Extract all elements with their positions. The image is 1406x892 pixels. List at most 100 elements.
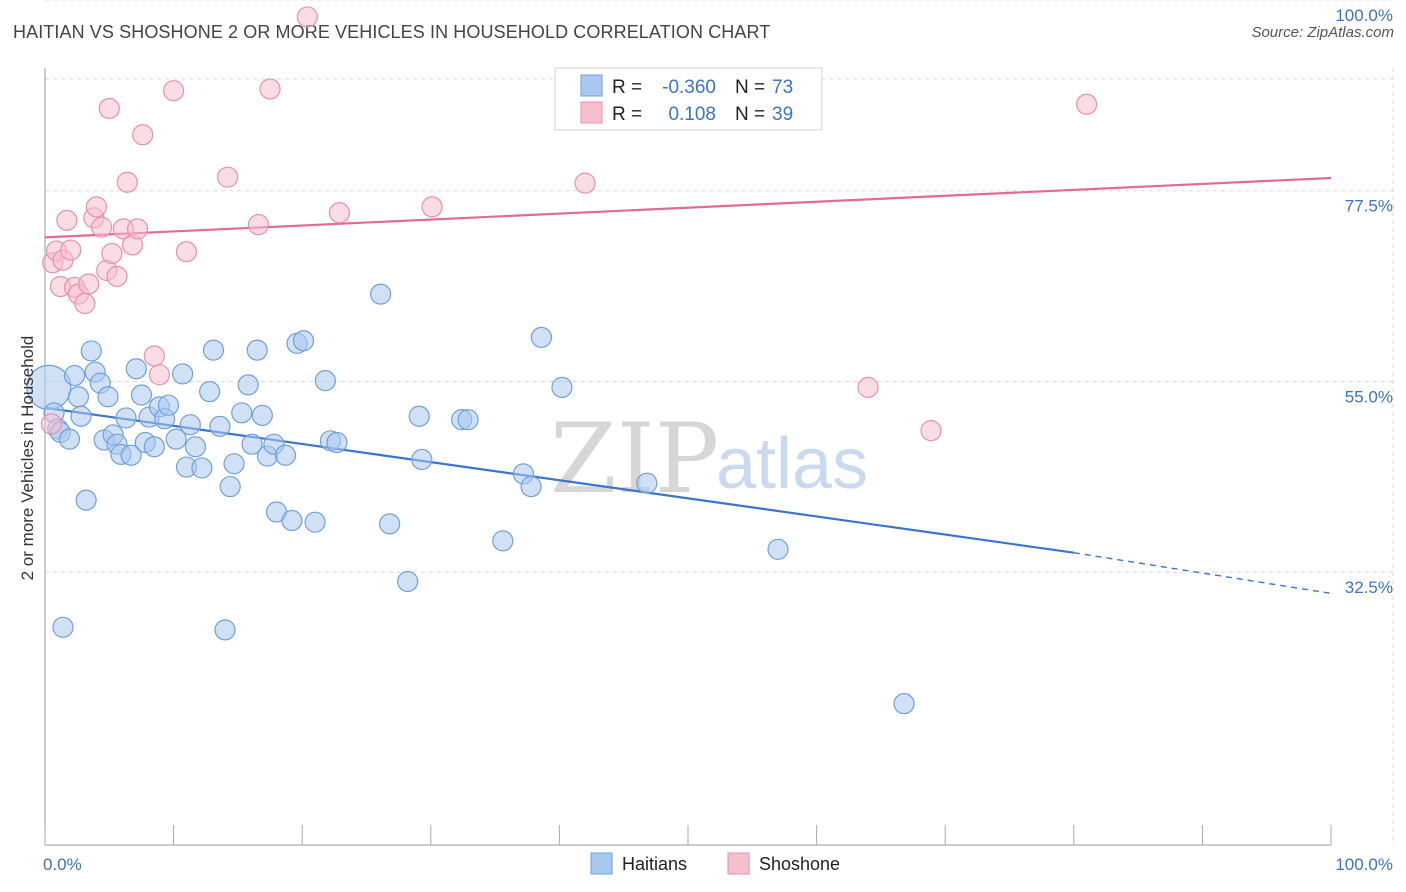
watermark-zip: ZIP <box>550 403 719 515</box>
point-shoshone <box>857 376 879 398</box>
point-shoshone <box>116 171 138 193</box>
point-haitians <box>223 453 245 475</box>
series-legend-swatch-haitians <box>590 852 613 875</box>
point-shoshone <box>217 166 239 188</box>
legend-n-value-shoshone: 39 <box>772 104 793 125</box>
point-haitians <box>314 370 336 392</box>
legend-r-label-haitians: R = <box>612 77 642 98</box>
y-tick-label: 55.0% <box>1345 387 1393 406</box>
x-ticks <box>44 825 1332 845</box>
trend-line-shoshone <box>44 176 1332 239</box>
point-shoshone <box>259 78 281 100</box>
point-haitians <box>246 339 268 361</box>
point-haitians <box>165 428 187 450</box>
source-label: Source: ZipAtlas.com <box>1251 24 1394 41</box>
point-shoshone <box>56 209 78 232</box>
legend-n-label-shoshone: N = <box>735 104 765 125</box>
trend-line-haitians-extension <box>1073 552 1332 595</box>
data-points <box>26 6 1098 715</box>
point-haitians <box>184 436 207 458</box>
legend-swatch-shoshone <box>580 101 603 124</box>
point-haitians <box>636 472 658 494</box>
point-haitians <box>219 475 241 498</box>
point-haitians <box>231 402 253 424</box>
legend-swatch-haitians <box>580 74 603 97</box>
point-haitians <box>67 386 90 408</box>
point-shoshone <box>126 218 149 240</box>
point-haitians <box>97 386 119 408</box>
point-shoshone <box>247 214 270 236</box>
point-shoshone <box>74 292 96 315</box>
point-haitians <box>202 339 225 361</box>
point-haitians <box>292 330 315 352</box>
point-shoshone <box>132 124 154 146</box>
point-haitians <box>80 340 102 362</box>
point-shoshone <box>328 202 351 224</box>
point-haitians <box>125 358 147 380</box>
point-shoshone <box>90 216 113 238</box>
y-tick-label: 77.5% <box>1345 197 1393 216</box>
point-haitians <box>70 405 92 427</box>
point-shoshone <box>574 172 596 194</box>
point-haitians <box>179 414 201 436</box>
point-shoshone <box>98 97 120 120</box>
legend-r-value-haitians: -0.360 <box>662 77 716 98</box>
series-legend-label-haitians: Haitians <box>622 854 687 874</box>
point-haitians <box>379 513 401 535</box>
point-shoshone <box>1076 93 1098 115</box>
point-shoshone <box>60 239 82 261</box>
legend-r-value-shoshone: 0.108 <box>668 104 716 125</box>
y-tick-label: 32.5% <box>1345 578 1393 597</box>
point-haitians <box>209 415 231 437</box>
point-haitians <box>281 509 303 532</box>
point-haitians <box>492 530 514 552</box>
point-haitians <box>58 428 81 450</box>
point-shoshone <box>163 80 185 102</box>
point-shoshone <box>106 265 128 287</box>
point-haitians <box>172 363 194 385</box>
series-legend-label-shoshone: Shoshone <box>759 854 840 874</box>
legend-n-value-haitians: 73 <box>772 77 793 98</box>
point-haitians <box>143 436 165 458</box>
x-tick-label-max: 100.0% <box>1335 855 1393 874</box>
point-haitians <box>214 619 236 641</box>
point-haitians <box>52 616 74 638</box>
point-haitians <box>326 431 348 454</box>
point-haitians <box>251 404 273 426</box>
point-shoshone <box>78 273 100 295</box>
point-haitians <box>411 448 433 471</box>
point-haitians <box>130 384 153 406</box>
point-shoshone <box>175 241 198 263</box>
point-shoshone <box>148 364 171 386</box>
point-haitians <box>408 405 430 427</box>
point-haitians <box>457 409 479 431</box>
x-tick-label-min: 0.0% <box>43 855 82 874</box>
legend-r-label-shoshone: R = <box>612 104 642 125</box>
point-haitians <box>237 374 259 396</box>
point-haitians <box>893 692 915 715</box>
point-haitians <box>191 457 213 479</box>
point-shoshone <box>296 6 318 28</box>
stats-legend: R = -0.360 N = 73 R = 0.108 N = 39 <box>554 67 823 131</box>
point-haitians <box>520 475 542 498</box>
point-haitians <box>274 444 297 466</box>
point-shoshone <box>143 345 165 367</box>
series-legend-swatch-shoshone <box>727 852 750 875</box>
chart-title: HAITIAN VS SHOSHONE 2 OR MORE VEHICLES I… <box>13 22 771 42</box>
point-shoshone <box>920 420 942 442</box>
series-legend: Haitians Shoshone <box>590 852 840 875</box>
point-haitians <box>397 570 419 593</box>
point-haitians <box>370 283 392 305</box>
point-haitians <box>157 394 180 416</box>
point-shoshone <box>101 242 123 265</box>
y-axis-title: 2 or more Vehicles in Household <box>18 336 37 581</box>
legend-n-label-haitians: N = <box>735 77 765 98</box>
point-haitians <box>75 489 97 511</box>
point-haitians <box>115 407 137 429</box>
point-haitians <box>304 511 326 533</box>
point-haitians <box>63 364 86 387</box>
point-haitians <box>120 444 142 466</box>
point-haitians <box>530 326 552 348</box>
point-shoshone <box>421 196 443 218</box>
